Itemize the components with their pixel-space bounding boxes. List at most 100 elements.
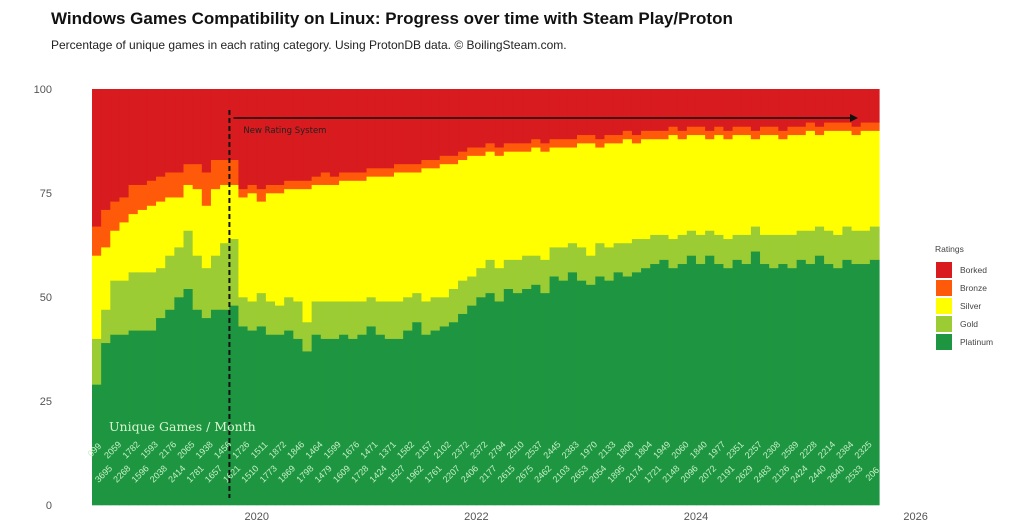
- bar-bronze: [485, 143, 496, 152]
- bar-gold: [174, 247, 185, 298]
- bar-borked: [723, 89, 734, 131]
- bar-platinum: [531, 284, 542, 506]
- bar-borked: [641, 89, 651, 131]
- bar-gold: [137, 272, 148, 331]
- bar-platinum: [769, 267, 779, 506]
- bar-bronze: [339, 172, 349, 181]
- bar-bronze: [641, 130, 651, 140]
- x-tick-label: 2022: [464, 511, 488, 523]
- bar-borked: [842, 89, 853, 123]
- bar-platinum: [577, 280, 587, 506]
- bar-platinum: [494, 301, 505, 506]
- bar-silver: [485, 151, 496, 260]
- bar-gold: [320, 301, 331, 339]
- bar-platinum: [705, 255, 715, 506]
- bar-silver: [851, 134, 862, 231]
- y-tick-label: 75: [40, 188, 52, 200]
- bar-borked: [448, 89, 459, 156]
- bar-gold: [357, 301, 368, 335]
- bar-silver: [311, 184, 322, 302]
- bar-bronze: [165, 172, 175, 198]
- bar-bronze: [467, 147, 477, 156]
- bar-platinum: [403, 330, 413, 506]
- bar-borked: [622, 89, 633, 131]
- bar-platinum: [293, 338, 304, 506]
- bar-gold: [695, 234, 706, 265]
- bar-borked: [128, 89, 139, 185]
- bar-bronze: [265, 184, 276, 194]
- bar-bronze: [119, 197, 130, 223]
- bar-silver: [686, 134, 697, 231]
- bar-platinum: [92, 384, 102, 506]
- bar-platinum: [842, 259, 853, 506]
- bar-silver: [320, 184, 331, 302]
- bar-bronze: [778, 130, 789, 140]
- bar-bronze: [760, 126, 770, 136]
- bar-gold: [458, 280, 468, 314]
- bar-silver: [384, 176, 395, 302]
- bar-platinum: [146, 330, 157, 506]
- bar-gold: [531, 255, 542, 285]
- bar-borked: [192, 89, 203, 165]
- bar-bronze: [412, 163, 423, 173]
- unique-games-title: Unique Games / Month: [109, 419, 256, 434]
- bar-gold: [92, 338, 102, 385]
- bar-platinum: [265, 334, 276, 506]
- bar-borked: [238, 89, 249, 190]
- bar-borked: [522, 89, 532, 144]
- bar-bronze: [723, 130, 734, 140]
- bar-silver: [503, 151, 514, 260]
- bar-borked: [741, 89, 752, 127]
- y-tick-label: 0: [46, 500, 52, 512]
- bar-platinum: [320, 338, 331, 506]
- bar-gold: [732, 234, 743, 260]
- bars-layer: [92, 89, 880, 506]
- bar-gold: [650, 234, 660, 265]
- bar-borked: [430, 89, 441, 161]
- bar-borked: [595, 89, 606, 140]
- bar-silver: [156, 201, 166, 269]
- bar-borked: [92, 89, 102, 227]
- bar-platinum: [723, 267, 734, 506]
- bar-gold: [156, 267, 166, 319]
- bar-silver: [165, 197, 175, 256]
- bar-silver: [595, 147, 606, 244]
- bar-silver: [393, 172, 404, 302]
- bar-borked: [613, 89, 624, 136]
- bar-borked: [339, 89, 349, 173]
- bar-borked: [705, 89, 715, 131]
- bar-bronze: [101, 209, 111, 248]
- bar-borked: [549, 89, 560, 140]
- bar-silver: [128, 213, 139, 273]
- bar-gold: [421, 301, 432, 335]
- bar-bronze: [586, 134, 596, 144]
- bar-gold: [769, 234, 779, 269]
- bar-gold: [778, 234, 789, 265]
- bar-gold: [412, 292, 423, 323]
- bar-platinum: [110, 334, 121, 506]
- bar-platinum: [448, 321, 459, 506]
- bar-platinum: [375, 334, 386, 506]
- bar-gold: [512, 259, 523, 294]
- bar-platinum: [558, 280, 569, 506]
- bar-platinum: [101, 342, 111, 506]
- bar-gold: [101, 309, 111, 344]
- bar-gold: [238, 297, 249, 327]
- bar-borked: [101, 89, 111, 210]
- bar-platinum: [238, 326, 249, 506]
- bar-bronze: [714, 126, 725, 136]
- bar-platinum: [778, 263, 789, 506]
- bar-bronze: [558, 138, 569, 148]
- legend-swatch-silver: [936, 298, 952, 314]
- bar-platinum: [302, 351, 313, 506]
- bar-bronze: [512, 143, 523, 152]
- bar-gold: [146, 272, 157, 331]
- legend-label-silver: Silver: [960, 301, 981, 311]
- bar-silver: [174, 197, 185, 248]
- bar-borked: [210, 89, 221, 161]
- bar-bronze: [549, 138, 560, 148]
- bar-bronze: [293, 180, 304, 190]
- bar-bronze: [494, 147, 505, 156]
- bar-gold: [631, 238, 642, 273]
